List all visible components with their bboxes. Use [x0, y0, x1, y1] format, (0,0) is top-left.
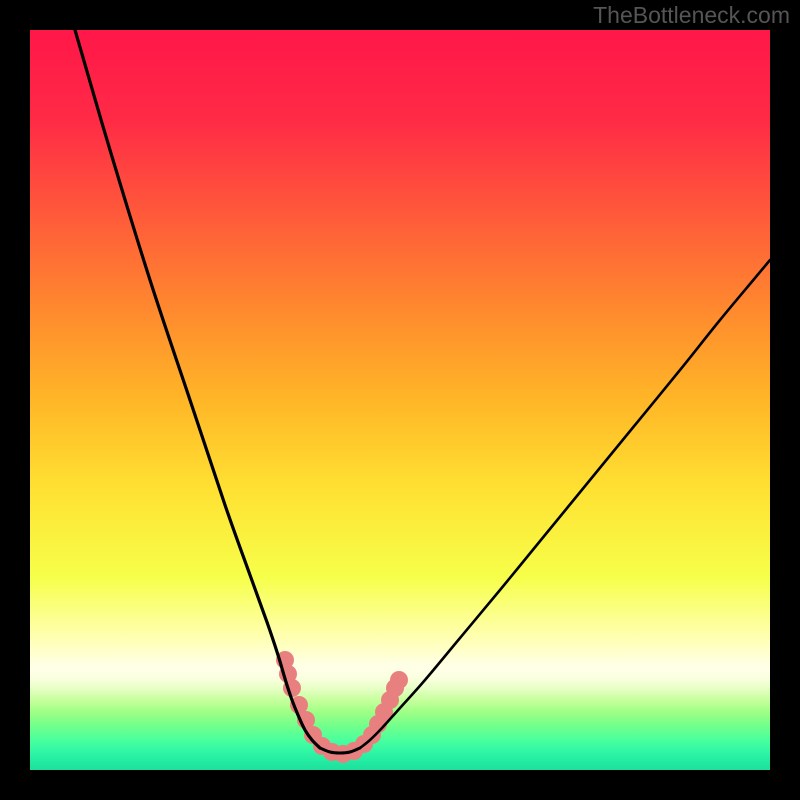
bottleneck-chart — [0, 0, 800, 800]
plot-background — [30, 30, 770, 770]
chart-container: TheBottleneck.com — [0, 0, 800, 800]
valley-marker — [390, 671, 408, 689]
watermark-text: TheBottleneck.com — [593, 2, 790, 29]
